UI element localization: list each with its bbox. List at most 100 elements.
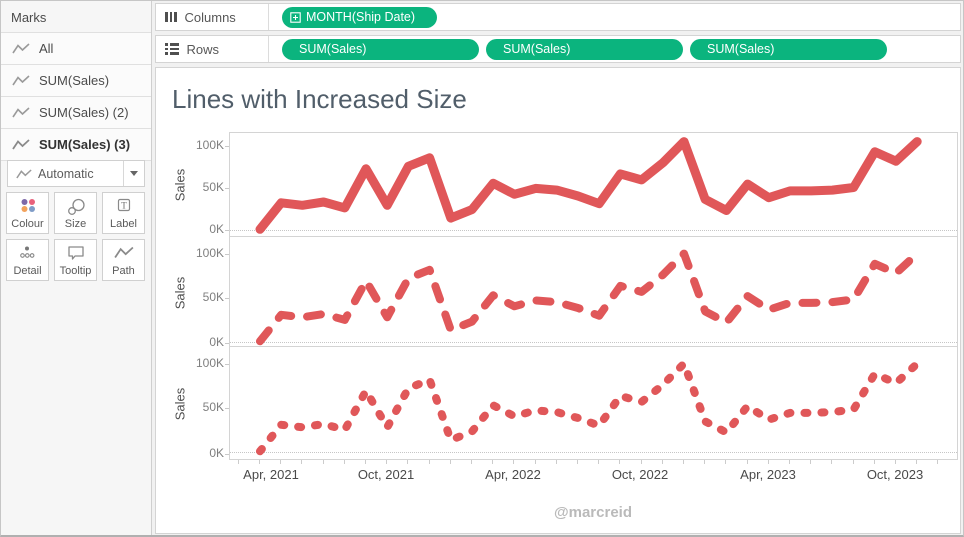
columns-icon bbox=[165, 12, 177, 22]
sales-line-1[interactable] bbox=[255, 137, 922, 234]
x-tick-label: Apr, 2021 bbox=[243, 467, 299, 482]
pill-sum-sales-1[interactable]: SUM(Sales) bbox=[282, 38, 479, 60]
path-button[interactable]: Path bbox=[102, 239, 145, 281]
x-axis-month-tick bbox=[555, 460, 557, 464]
x-axis-month-tick bbox=[661, 460, 663, 464]
x-axis-month-tick bbox=[746, 460, 748, 464]
x-axis-month-tick bbox=[301, 460, 303, 464]
pill-month-ship-date[interactable]: MONTH(Ship Date) bbox=[282, 6, 437, 28]
mark-card-item-sum-sales[interactable]: SUM(Sales) bbox=[1, 65, 151, 97]
tooltip-button[interactable]: Tooltip bbox=[54, 239, 97, 281]
zero-gridline bbox=[230, 342, 957, 343]
x-axis-month-tick bbox=[789, 460, 790, 464]
line-mark-icon bbox=[12, 107, 30, 118]
x-tick-label: Oct, 2021 bbox=[357, 467, 415, 482]
x-axis-month-tick bbox=[810, 460, 812, 464]
worksheet-view: Lines with Increased Size Sales Sales Sa… bbox=[155, 67, 961, 534]
x-axis-month-tick bbox=[640, 460, 642, 464]
line-chart-dotted bbox=[256, 359, 922, 456]
mark-card-item-label: SUM(Sales) (3) bbox=[39, 137, 131, 152]
marks-panel: Marks All SUM(Sales) SUM(Sales) (2) SUM(… bbox=[1, 1, 152, 535]
mark-card-item-all[interactable]: All bbox=[1, 33, 151, 65]
columns-shelf-label: Columns bbox=[184, 9, 236, 25]
y-tick-label: 50K bbox=[202, 180, 224, 194]
x-axis-month-tick bbox=[704, 460, 706, 464]
x-axis-month-tick bbox=[598, 460, 600, 464]
mark-card-item-label: All bbox=[39, 41, 54, 56]
rows-shelf-label: Rows bbox=[186, 41, 220, 57]
path-icon bbox=[113, 246, 133, 258]
x-axis-month-tick bbox=[513, 460, 515, 464]
y-tick-label: 0K bbox=[209, 446, 224, 460]
size-button[interactable]: Size bbox=[54, 192, 97, 234]
x-axis-month-tick bbox=[237, 460, 239, 464]
pill-sum-sales-2[interactable]: SUM(Sales) bbox=[486, 38, 683, 60]
x-axis-month-tick bbox=[895, 460, 896, 464]
columns-pills: MONTH(Ship Date) bbox=[269, 6, 437, 28]
rows-icon bbox=[165, 43, 179, 55]
marks-panel-title: Marks bbox=[11, 10, 47, 25]
x-axis-month-tick bbox=[937, 460, 939, 464]
x-axis-month-tick bbox=[407, 460, 409, 464]
label-icon: T bbox=[117, 198, 130, 212]
y-axis-tick bbox=[225, 188, 229, 189]
svg-text:T: T bbox=[121, 200, 127, 210]
x-axis-month-tick bbox=[428, 460, 430, 464]
x-axis-month-tick bbox=[471, 460, 472, 464]
x-axis-month-tick bbox=[322, 460, 324, 464]
line-mark-icon bbox=[12, 75, 30, 86]
y-axis-tick bbox=[225, 298, 229, 299]
y-tick-label: 100K bbox=[195, 356, 224, 370]
mark-type-value: Automatic bbox=[38, 166, 94, 181]
x-axis-month-tick bbox=[577, 460, 578, 464]
tooltip-button-label: Tooltip bbox=[59, 265, 92, 277]
path-button-label: Path bbox=[112, 265, 135, 277]
y-tick-label: 50K bbox=[202, 290, 224, 304]
line-mark-icon bbox=[12, 139, 30, 150]
x-axis-month-tick bbox=[683, 460, 684, 464]
label-button-label: Label bbox=[110, 218, 137, 230]
columns-shelf[interactable]: Columns MONTH(Ship Date) bbox=[155, 3, 961, 31]
sales-line-3[interactable] bbox=[256, 359, 922, 456]
mark-card-item-sum-sales-2[interactable]: SUM(Sales) (2) bbox=[1, 97, 151, 129]
mark-buttons: Colour Size T Label bbox=[6, 192, 147, 281]
x-axis-month-tick bbox=[534, 460, 536, 464]
line-mark-icon bbox=[12, 43, 30, 54]
x-axis-month-tick bbox=[280, 460, 282, 464]
line-chart-solid bbox=[255, 137, 922, 234]
label-button[interactable]: T Label bbox=[102, 192, 145, 234]
x-axis-month-tick bbox=[449, 460, 451, 464]
detail-button[interactable]: Detail bbox=[6, 239, 49, 281]
chart-panel-sum-sales-2[interactable] bbox=[230, 237, 957, 347]
chart-panel-sum-sales[interactable] bbox=[230, 133, 957, 237]
zero-gridline bbox=[230, 230, 957, 231]
mark-card-item-label: SUM(Sales) bbox=[39, 73, 110, 88]
sales-line-2[interactable] bbox=[256, 249, 922, 346]
mark-card-item-sum-sales-3[interactable]: SUM(Sales) (3) bbox=[1, 129, 151, 161]
x-axis-month-tick bbox=[619, 460, 621, 464]
plus-box-icon bbox=[290, 11, 301, 23]
pill-label: MONTH(Ship Date) bbox=[306, 10, 416, 24]
rows-shelf[interactable]: Rows SUM(Sales) SUM(Sales) SUM(Sales) bbox=[155, 35, 961, 63]
line-mark-icon bbox=[16, 168, 32, 178]
y-axis-tick bbox=[225, 343, 229, 344]
y-tick-label: 100K bbox=[195, 246, 224, 260]
x-axis-month-tick bbox=[365, 460, 366, 464]
zero-gridline bbox=[230, 452, 957, 453]
detail-icon bbox=[20, 246, 35, 258]
colour-icon bbox=[21, 199, 35, 212]
colour-button[interactable]: Colour bbox=[6, 192, 49, 234]
y-axis-tick bbox=[225, 254, 229, 255]
x-tick-label: Oct, 2023 bbox=[866, 467, 924, 482]
x-tick-label: Oct, 2022 bbox=[611, 467, 669, 482]
chart-panel-sum-sales-3[interactable] bbox=[230, 347, 957, 457]
mark-type-dropdown[interactable]: Automatic bbox=[7, 160, 145, 187]
x-axis-month-tick bbox=[343, 460, 345, 464]
author-watermark: @marcreid bbox=[554, 504, 632, 521]
y-axis-tick bbox=[225, 454, 229, 455]
x-axis-month-tick bbox=[873, 460, 875, 464]
mark-type-dropdown-arrow[interactable] bbox=[123, 161, 144, 186]
y-tick-label: 100K bbox=[195, 138, 224, 152]
pill-sum-sales-3[interactable]: SUM(Sales) bbox=[690, 38, 887, 60]
